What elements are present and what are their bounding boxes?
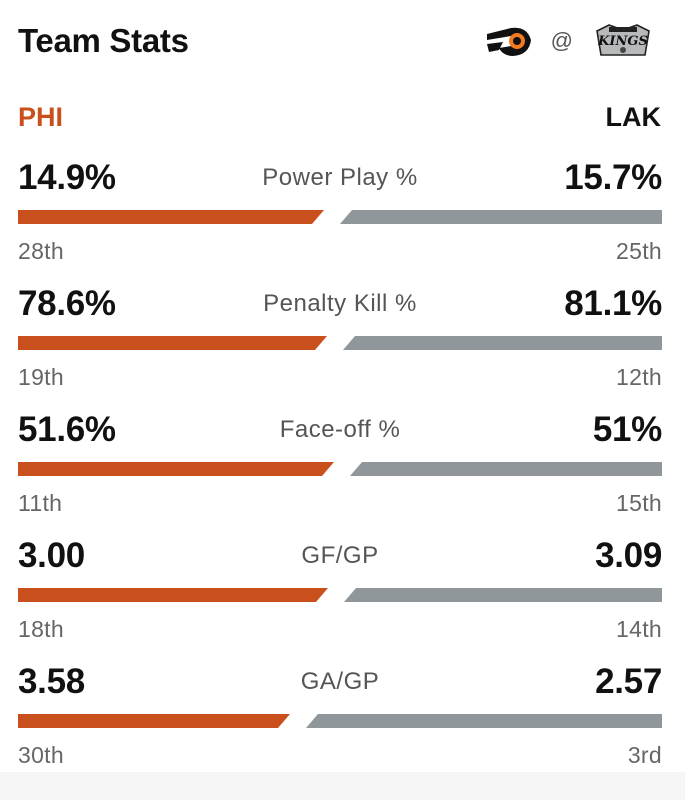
home-bar xyxy=(18,588,328,602)
header: Team Stats @ KINGS xyxy=(18,18,655,64)
bottom-divider xyxy=(0,772,685,800)
ranks: 11th 15th xyxy=(18,490,662,517)
ranks: 28th 25th xyxy=(18,238,662,265)
kings-logo-text: KINGS xyxy=(597,34,648,49)
ranks: 19th 12th xyxy=(18,364,662,391)
stat-label: Face-off % xyxy=(279,416,401,443)
away-bar xyxy=(306,714,662,728)
away-value: 51% xyxy=(592,410,662,449)
home-bar xyxy=(18,714,290,728)
stat-label: Power Play % xyxy=(262,164,418,191)
away-team-abbr: LAK xyxy=(605,101,662,132)
home-bar xyxy=(18,210,324,224)
away-bar xyxy=(350,462,662,476)
team-abbreviations: PHI LAK xyxy=(18,100,661,134)
home-value: 3.58 xyxy=(18,662,85,701)
away-bar xyxy=(344,588,662,602)
away-value: 3.09 xyxy=(595,536,662,575)
comparison-bar xyxy=(18,462,662,476)
kings-logo-icon[interactable]: KINGS xyxy=(591,21,655,61)
matchup-logos: @ KINGS xyxy=(485,21,655,61)
home-rank: 19th xyxy=(18,364,64,390)
away-value: 15.7% xyxy=(564,158,662,197)
comparison-bar xyxy=(18,714,662,728)
stat-label: GF/GP xyxy=(301,542,379,569)
away-value: 2.57 xyxy=(595,662,662,701)
home-rank: 28th xyxy=(18,238,64,264)
stat-penalty-kill: 78.6% Penalty Kill % 81.1% 19th 12th xyxy=(18,279,662,405)
stat-row: 51.6% Face-off % 51% xyxy=(18,405,662,455)
stat-row: 14.9% Power Play % 15.7% xyxy=(18,153,662,203)
home-team-abbr: PHI xyxy=(18,101,64,132)
ranks: 30th 3rd xyxy=(18,742,662,769)
away-value: 81.1% xyxy=(564,284,662,323)
stat-ga-gp: 3.58 GA/GP 2.57 30th 3rd xyxy=(18,657,662,783)
home-rank: 30th xyxy=(18,742,64,768)
home-value: 14.9% xyxy=(18,158,116,197)
away-rank: 25th xyxy=(616,238,662,264)
home-rank: 11th xyxy=(18,490,63,516)
away-bar xyxy=(340,210,662,224)
flyers-logo-icon[interactable] xyxy=(485,24,533,58)
home-rank: 18th xyxy=(18,616,64,642)
home-bar xyxy=(18,336,327,350)
comparison-bar xyxy=(18,588,662,602)
at-symbol: @ xyxy=(550,28,573,53)
home-value: 51.6% xyxy=(18,410,116,449)
away-rank: 15th xyxy=(616,490,662,516)
stat-row: 78.6% Penalty Kill % 81.1% xyxy=(18,279,662,329)
comparison-bar xyxy=(18,336,662,350)
away-rank: 12th xyxy=(616,364,662,390)
stat-row: 3.58 GA/GP 2.57 xyxy=(18,657,662,707)
stat-label: GA/GP xyxy=(300,668,380,695)
home-value: 78.6% xyxy=(18,284,116,323)
home-bar xyxy=(18,462,334,476)
away-rank: 14th xyxy=(616,616,662,642)
away-bar xyxy=(343,336,662,350)
comparison-bar xyxy=(18,210,662,224)
stat-face-off: 51.6% Face-off % 51% 11th 15th xyxy=(18,405,662,531)
stat-row: 3.00 GF/GP 3.09 xyxy=(18,531,662,581)
away-rank: 3rd xyxy=(627,742,662,768)
home-value: 3.00 xyxy=(18,536,85,575)
stat-label: Penalty Kill % xyxy=(263,290,417,317)
page-title: Team Stats xyxy=(18,22,189,59)
ranks: 18th 14th xyxy=(18,616,662,643)
stat-power-play: 14.9% Power Play % 15.7% 28th 25th xyxy=(18,153,662,279)
stat-gf-gp: 3.00 GF/GP 3.09 18th 14th xyxy=(18,531,662,657)
